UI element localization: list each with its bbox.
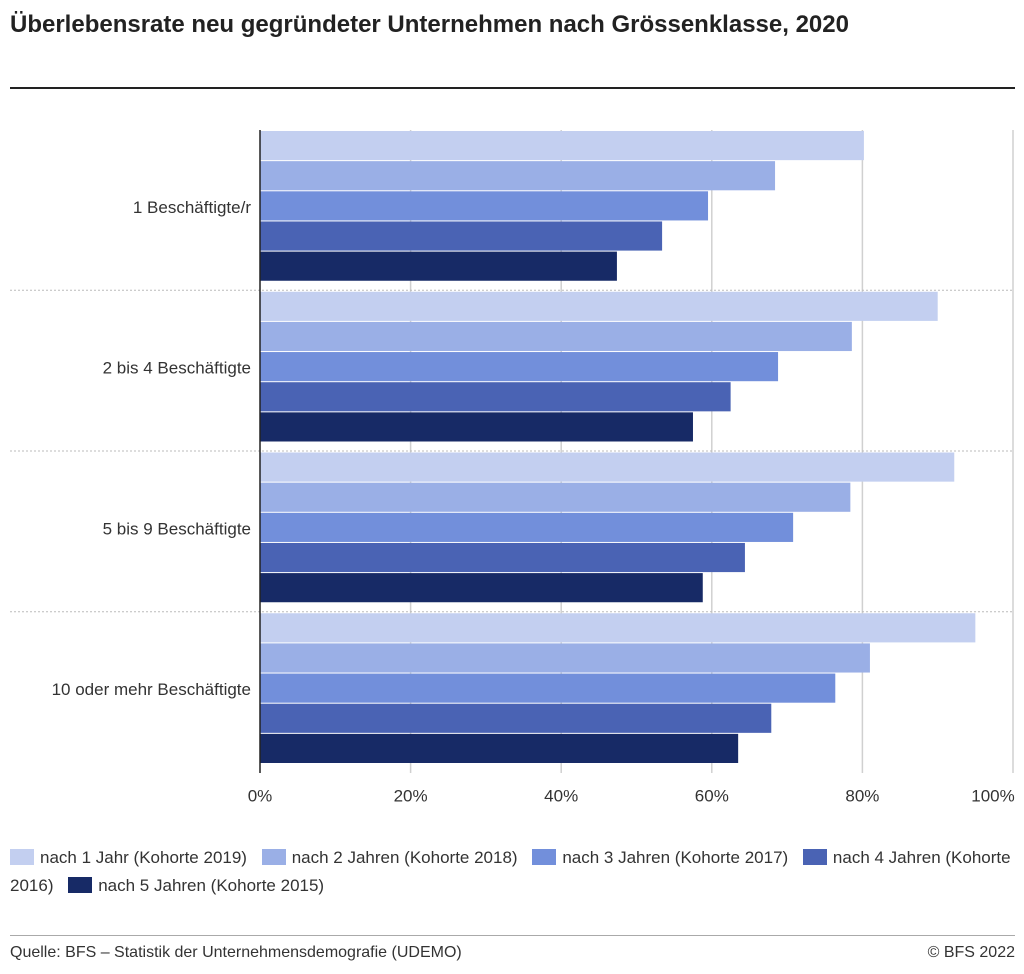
y-tick-label: 10 oder mehr Beschäftigte (52, 680, 251, 699)
chart-title: Überlebensrate neu gegründeter Unternehm… (10, 11, 849, 38)
bar (260, 613, 976, 643)
bar (260, 482, 851, 512)
bar (260, 291, 938, 321)
x-tick-label: 60% (695, 786, 729, 805)
legend-label: nach 4 Jahren (Kohorte 2016) (10, 848, 1011, 895)
legend: nach 1 Jahr (Kohorte 2019) nach 2 Jahren… (10, 844, 1015, 900)
legend-label: nach 3 Jahren (Kohorte 2017) (562, 848, 789, 867)
legend-swatch (10, 849, 34, 865)
bar (260, 412, 693, 442)
legend-swatch (802, 849, 827, 865)
bar (260, 251, 617, 281)
bar (260, 512, 794, 542)
legend-item: nach 2 Jahren (Kohorte 2018) (261, 848, 518, 867)
x-tick-label: 0% (248, 786, 273, 805)
bar (260, 703, 772, 733)
legend-item: nach 1 Jahr (Kohorte 2019) (10, 848, 247, 867)
bar (260, 191, 709, 221)
bar (260, 452, 955, 482)
copyright: © BFS 2022 (927, 944, 1015, 961)
y-tick-label: 2 bis 4 Beschäftigte (103, 359, 251, 378)
legend-swatch (532, 849, 557, 865)
footer-rule (10, 935, 1015, 936)
x-tick-label: 20% (394, 786, 428, 805)
legend-label: nach 5 Jahren (Kohorte 2015) (98, 876, 325, 895)
bar (260, 131, 864, 161)
y-tick-label: 5 bis 9 Beschäftigte (103, 519, 251, 538)
legend-item: nach 3 Jahren (Kohorte 2017) (532, 848, 788, 867)
bar (260, 643, 870, 673)
source: Quelle: BFS – Statistik der Unternehmens… (10, 944, 462, 961)
bar (260, 221, 663, 251)
bar (260, 733, 739, 763)
legend-item: nach 4 Jahren (Kohorte 2016) (10, 848, 1011, 895)
bar (260, 352, 779, 382)
bar (260, 573, 703, 603)
legend-item: nach 5 Jahren (Kohorte 2015) (68, 876, 324, 895)
legend-label: nach 1 Jahr (Kohorte 2019) (40, 848, 247, 867)
bar (260, 542, 745, 573)
x-tick-label: 80% (845, 786, 879, 805)
legend-swatch (261, 849, 286, 865)
x-tick-label: 40% (544, 786, 578, 805)
title-rule (10, 87, 1015, 89)
bar (260, 673, 836, 703)
legend-label: nach 2 Jahren (Kohorte 2018) (291, 848, 518, 867)
bar (260, 161, 776, 191)
bar (260, 321, 852, 352)
y-tick-label: 1 Beschäftigte/r (133, 198, 251, 217)
x-tick-label: 100% (971, 786, 1014, 805)
bar (260, 382, 731, 412)
legend-swatch (68, 877, 93, 893)
